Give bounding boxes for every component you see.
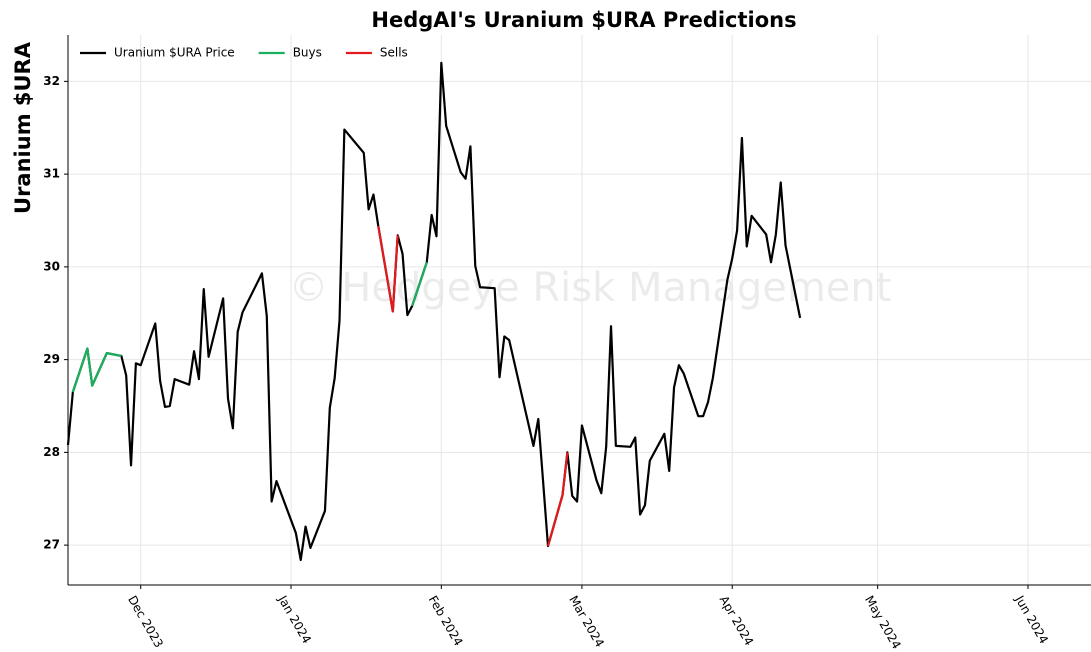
x-tick-label: Jun 2024: [1012, 592, 1051, 646]
y-axis-label: Uranium $URA: [11, 41, 35, 214]
legend-label: Uranium $URA Price: [114, 46, 235, 60]
x-tick-label: Apr 2024: [717, 593, 757, 648]
legend-label: Buys: [293, 46, 322, 60]
y-tick-label: 29: [43, 352, 60, 366]
x-tick-label: Dec 2023: [125, 593, 166, 650]
y-tick-label: 27: [43, 538, 60, 552]
legend-label: Sells: [380, 46, 408, 60]
series-line: [377, 225, 569, 547]
y-tick-label: 30: [43, 259, 60, 273]
y-tick-label: 28: [43, 445, 60, 459]
series-line: [66, 61, 802, 562]
x-tick-label: May 2024: [862, 593, 904, 651]
series-line: [71, 261, 428, 393]
watermark: © Hedgeye Risk Management: [289, 265, 892, 311]
chart-title: HedgAI's Uranium $URA Predictions: [371, 8, 796, 32]
x-tick-label: Jan 2024: [275, 592, 314, 646]
y-tick-label: 31: [43, 167, 60, 181]
y-tick-label: 32: [43, 74, 60, 88]
x-tick-label: Mar 2024: [566, 593, 607, 649]
x-tick-label: Feb 2024: [426, 593, 466, 648]
